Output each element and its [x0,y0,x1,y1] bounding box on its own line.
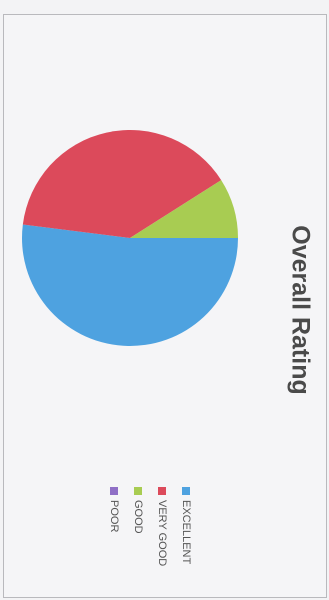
chart-title: Overall Rating [286,225,315,395]
pie-slice-very-good [22,129,222,238]
pie-slice-excellent [22,224,239,346]
pie-slice-good [130,180,238,238]
